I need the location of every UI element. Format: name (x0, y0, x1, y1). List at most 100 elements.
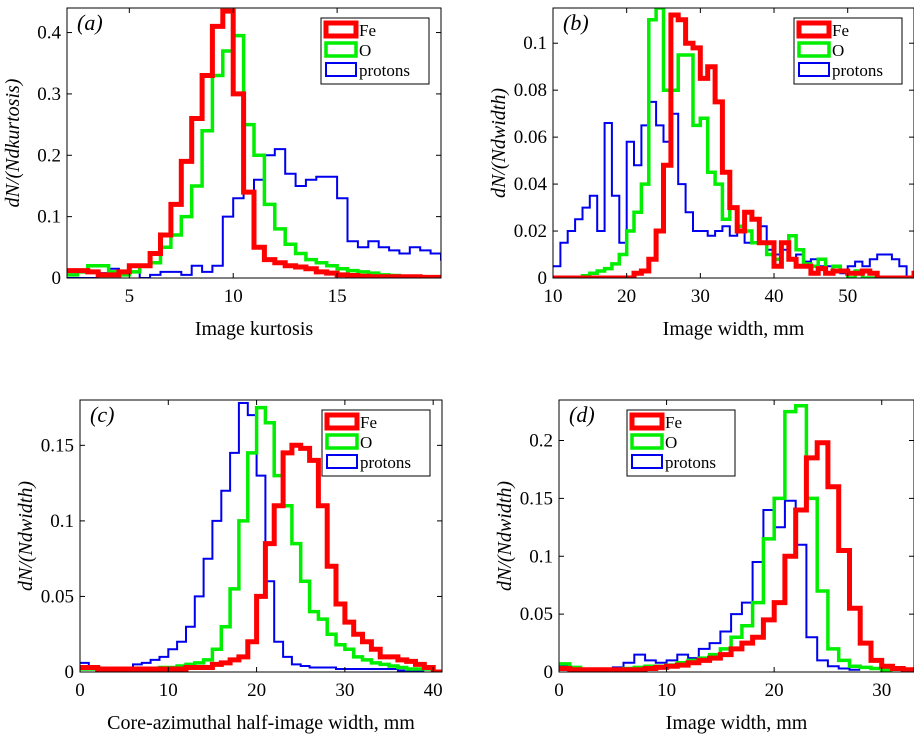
x-tick-label: 15 (328, 286, 347, 307)
series-line-protons (80, 402, 425, 672)
x-tick-label: 0 (554, 680, 564, 701)
axes-frame (79, 399, 443, 673)
series-line-fe (80, 442, 442, 672)
y-tick-label: 0.1 (529, 546, 553, 567)
legend-swatch-o (325, 433, 359, 450)
x-axis-label: Image width, mm (663, 318, 805, 340)
legend-label-fe: Fe (832, 21, 849, 40)
legend-swatch-protons (326, 454, 358, 469)
x-tick-label: 10 (657, 680, 676, 701)
x-tick-label: 5 (125, 286, 135, 307)
legend-box (626, 409, 736, 477)
series-line-fe (67, 8, 441, 278)
legend-label-o: O (832, 41, 844, 60)
x-tick-label: 20 (617, 286, 636, 307)
x-tick-label: 40 (765, 286, 784, 307)
legend-label-protons: protons (359, 61, 410, 80)
series-group (67, 8, 441, 278)
y-tick-label: 0.1 (37, 207, 61, 228)
x-tick-label: 10 (544, 286, 563, 307)
legend-swatch-protons (325, 62, 357, 77)
series-line-fe (559, 440, 914, 672)
x-tick-label: 10 (159, 680, 178, 701)
y-tick-label: 0.06 (514, 127, 547, 148)
y-tick-label: 0.05 (520, 604, 553, 625)
legend-label-fe: Fe (665, 413, 682, 432)
legend-swatch-fe (324, 412, 360, 431)
x-tick-label: 50 (838, 286, 857, 307)
series-group (80, 402, 442, 672)
y-tick-label: 0.1 (50, 511, 74, 532)
axes-frame (552, 7, 914, 279)
legend-label-protons: protons (665, 453, 716, 472)
y-tick-label: 0.04 (514, 174, 548, 195)
x-tick-label: 20 (247, 680, 266, 701)
legend-swatch-o (630, 433, 664, 450)
panel-label: (d) (569, 402, 595, 427)
legend-swatch-fe (796, 20, 832, 39)
x-tick-label: 30 (691, 286, 710, 307)
panel-a: 5 10 15 0 0.1 0.2 0.3 0.4 Image kurtosis dN/(Ndku… (2, 7, 442, 340)
y-axis-label: dN/(Ndkurtosis) (2, 78, 24, 207)
y-tick-label: 0.05 (41, 586, 74, 607)
legend-swatch-fe (629, 412, 665, 431)
y-tick-label: 0.2 (37, 145, 61, 166)
legend-swatch-o (797, 41, 831, 58)
legend-label-fe: Fe (359, 21, 376, 40)
panel-label: (b) (563, 10, 589, 35)
axes-frame (66, 7, 442, 279)
series-line-o (67, 33, 441, 278)
x-axis-label: Image width, mm (666, 712, 808, 734)
x-tick-label: 0 (75, 680, 85, 701)
y-tick-label: 0.02 (514, 221, 547, 242)
y-tick-label: 0 (544, 662, 554, 683)
legend-label-protons: protons (832, 61, 883, 80)
legend-label-o: O (360, 433, 372, 452)
x-tick-label: 10 (224, 286, 243, 307)
legend-label-o: O (665, 433, 677, 452)
x-tick-label: 30 (335, 680, 354, 701)
y-axis-label: dN/(Ndwidth) (15, 481, 37, 591)
x-axis-label: Core-azimuthal half-image width, mm (107, 712, 415, 734)
panel-c: 0 10 20 30 40 0 0.05 0.1 0.15 Core-azimuthal half… (15, 399, 443, 734)
y-tick-label: 0.2 (529, 431, 553, 452)
x-axis-label: Image kurtosis (195, 318, 314, 340)
y-tick-label: 0.15 (520, 488, 553, 509)
legend-label-o: O (359, 41, 371, 60)
legend-label-fe: Fe (360, 413, 377, 432)
y-tick-label: 0 (52, 268, 62, 289)
legend-box (793, 17, 903, 85)
x-tick-label: 40 (424, 680, 443, 701)
y-tick-label: 0.1 (523, 33, 547, 54)
x-tick-label: 20 (765, 680, 784, 701)
y-axis-label: dN/(Ndwidth) (488, 88, 510, 198)
legend-swatch-fe (323, 20, 359, 39)
series-line-protons (553, 100, 914, 278)
legend-label-protons: protons (360, 453, 411, 472)
series-group (559, 404, 914, 672)
series-group (553, 8, 914, 278)
legend-swatch-o (324, 41, 358, 58)
series-line-protons (559, 499, 861, 671)
legend-box (320, 17, 430, 85)
y-tick-label: 0.4 (37, 23, 61, 44)
y-tick-label: 0.08 (514, 80, 547, 101)
legend-box (321, 409, 431, 477)
panel-b: 10 20 30 40 50 0 0.02 0.04 0.06 0.08 0.1 Image widt… (488, 7, 914, 340)
y-tick-label: 0.15 (41, 435, 74, 456)
x-tick-label: 30 (872, 680, 891, 701)
panel-d: 0 10 20 30 0 0.05 0.1 0.15 0.2 Image width, mm dN/… (494, 399, 914, 734)
series-line-fe (553, 12, 914, 278)
panel-label: (c) (90, 402, 114, 427)
panel-label: (a) (77, 10, 103, 35)
legend-swatch-protons (631, 454, 663, 469)
axes-frame (558, 399, 914, 673)
y-tick-label: 0 (538, 268, 548, 289)
y-tick-label: 0 (65, 662, 75, 683)
y-axis-label: dN/(Ndwidth) (494, 481, 516, 591)
